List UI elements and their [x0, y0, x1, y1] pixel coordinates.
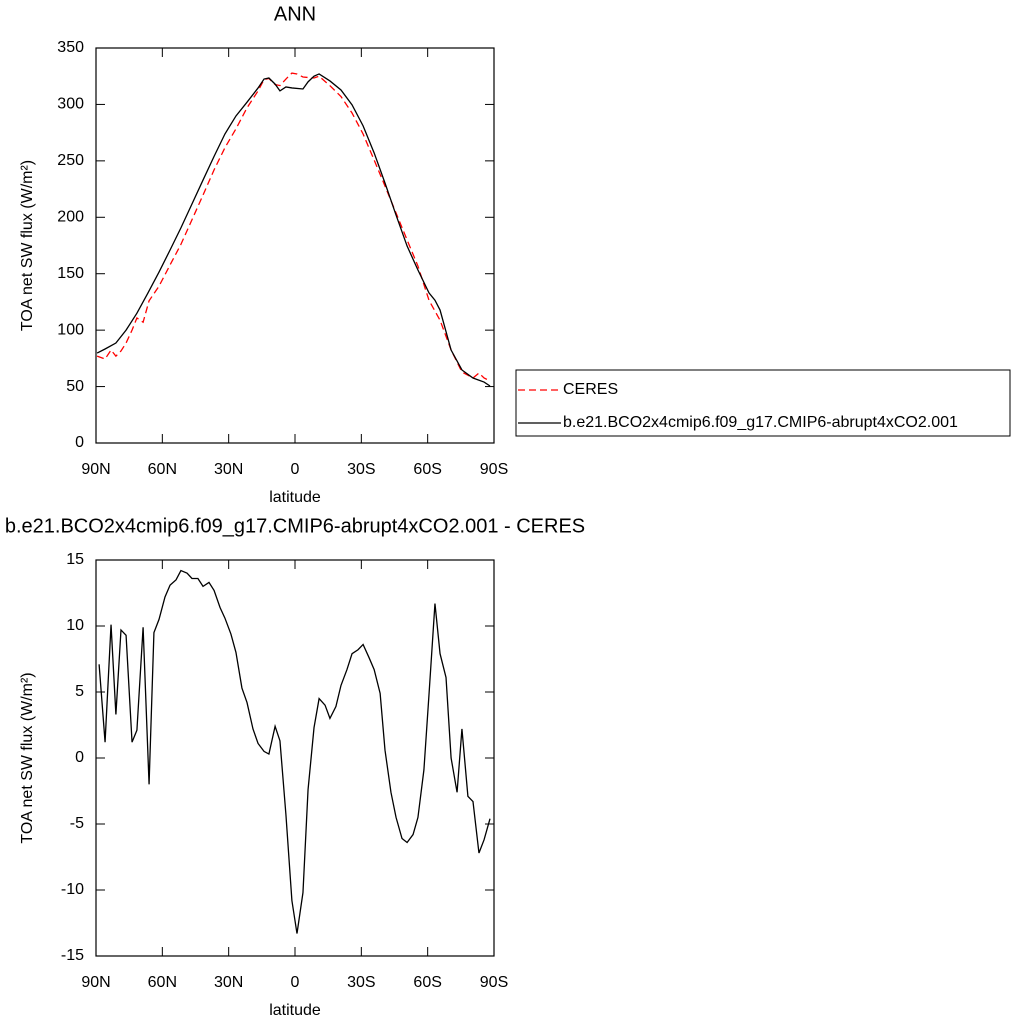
y-tick-label: 5: [75, 683, 84, 700]
y-tick-label: 50: [66, 378, 84, 395]
x-tick-label: 0: [291, 974, 300, 991]
y-tick-label: 0: [75, 434, 84, 451]
y-axis-label: TOA net SW flux (W/m²): [19, 160, 36, 331]
plot-frame: [95, 47, 495, 444]
x-tick-label: 0: [291, 461, 300, 478]
y-tick-label: 250: [57, 152, 84, 169]
legend-label: CERES: [563, 381, 618, 398]
x-axis-label: latitude: [269, 1002, 321, 1019]
legend-box: [515, 369, 1011, 437]
x-tick-label: 60S: [413, 461, 441, 478]
chart-title: b.e21.BCO2x4cmip6.f09_g17.CMIP6-abrupt4x…: [5, 515, 585, 537]
x-tick-label: 60S: [413, 974, 441, 991]
y-tick-label: 300: [57, 96, 84, 113]
y-tick-label: 0: [75, 749, 84, 766]
y-tick-label: -15: [61, 947, 84, 964]
x-tick-label: 90N: [81, 461, 110, 478]
data-line: [98, 569, 491, 934]
x-tick-label: 30N: [214, 461, 243, 478]
x-tick-label: 60N: [148, 461, 177, 478]
y-axis-label: TOA net SW flux (W/m²): [19, 672, 36, 843]
x-tick-label: 30S: [347, 974, 375, 991]
x-tick-label: 30S: [347, 461, 375, 478]
y-tick-label: 350: [57, 39, 84, 56]
y-tick-label: 150: [57, 265, 84, 282]
y-tick-label: 15: [66, 551, 84, 568]
y-tick-label: -10: [61, 881, 84, 898]
y-tick-label: 200: [57, 209, 84, 226]
chart-title: ANN: [274, 3, 316, 25]
x-tick-label: 90S: [480, 974, 508, 991]
x-tick-label: 90N: [81, 974, 110, 991]
y-tick-label: 10: [66, 617, 84, 634]
legend-label: b.e21.BCO2x4cmip6.f09_g17.CMIP6-abrupt4x…: [563, 414, 958, 431]
y-tick-label: -5: [70, 815, 84, 832]
x-axis-label: latitude: [269, 489, 321, 506]
x-tick-label: 60N: [148, 974, 177, 991]
data-line: [96, 72, 491, 382]
x-tick-label: 30N: [214, 974, 243, 991]
x-tick-label: 90S: [480, 461, 508, 478]
y-tick-label: 100: [57, 321, 84, 338]
data-line: [96, 73, 491, 387]
